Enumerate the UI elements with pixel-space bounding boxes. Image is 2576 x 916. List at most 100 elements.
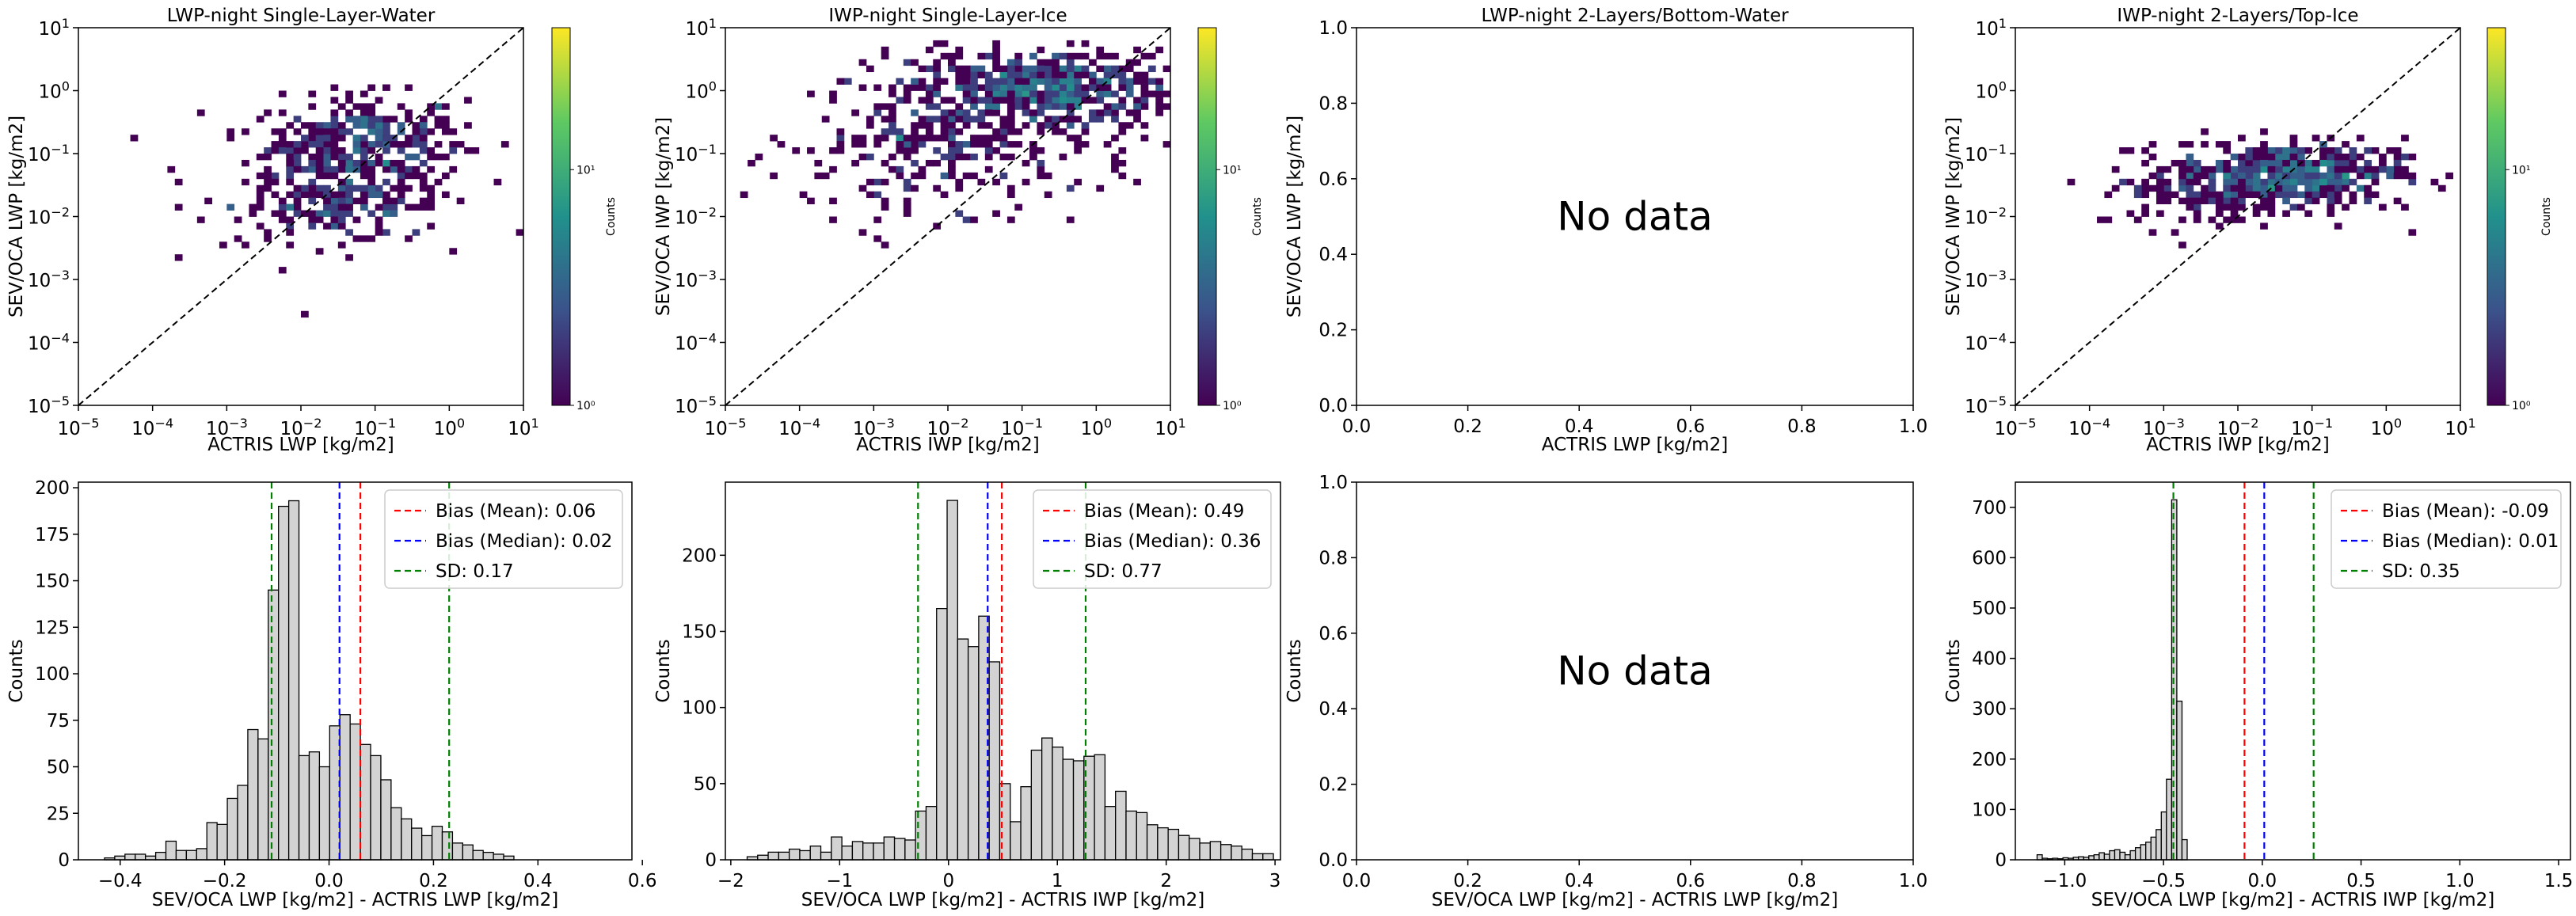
y-tick-label: 400	[1972, 649, 2007, 670]
heatmap-cell	[2401, 203, 2409, 211]
heatmap-cell	[992, 90, 1000, 97]
heatmap-cell	[903, 84, 911, 91]
heatmap-cell	[984, 103, 993, 110]
heatmap-cell	[903, 59, 911, 67]
heatmap-cell	[970, 135, 978, 142]
heatmap-cell	[2349, 165, 2357, 173]
heatmap-cell	[2319, 184, 2327, 192]
heatmap-cell	[903, 97, 911, 104]
heatmap-cell	[2304, 178, 2313, 186]
heatmap-cell	[1029, 116, 1037, 123]
heatmap-cell	[271, 178, 280, 186]
heatmap-cell	[925, 135, 934, 142]
heatmap-cell	[955, 128, 964, 135]
heatmap-cell	[2215, 210, 2224, 217]
no-data-annotation: No data	[1557, 194, 1713, 240]
heatmap-cell	[2393, 147, 2402, 154]
heatmap-cell	[397, 184, 405, 192]
heatmap-cell	[2252, 165, 2261, 173]
heatmap-cell	[2223, 178, 2232, 186]
heatmap-cell	[948, 52, 956, 60]
heatmap-cell	[2260, 197, 2268, 204]
heatmap-cell	[1006, 216, 1015, 223]
heatmap-cell	[271, 172, 280, 180]
heatmap-cell	[2349, 154, 2357, 161]
legend: Bias (Mean): 0.49 Bias (Median): 0.36 SD: …	[1033, 489, 1272, 589]
heatmap-cell	[2260, 141, 2268, 148]
y-tick-label: 101	[685, 16, 717, 40]
heatmap-cell	[2267, 203, 2276, 211]
heatmap-cell	[1103, 109, 1112, 116]
heatmap-cell	[1059, 90, 1067, 97]
heatmap-cell	[1111, 52, 1119, 60]
heatmap-cell	[992, 78, 1000, 85]
heatmap-cell	[1052, 78, 1060, 85]
heatmap-cell	[1037, 78, 1045, 85]
chart-title: IWP-night 2-Layers/Top-Ice	[2117, 6, 2358, 26]
heatmap-cell	[962, 71, 971, 78]
x-tick-label: 1.0	[2445, 871, 2475, 891]
histogram-bar	[2129, 849, 2137, 861]
heatmap-cell	[925, 159, 934, 167]
heatmap-cell	[984, 141, 993, 148]
heatmap-cell	[293, 197, 302, 204]
heatmap-cell	[427, 222, 435, 230]
heatmap-cell	[955, 184, 964, 192]
histogram-bar	[298, 754, 310, 861]
heatmap-cell	[888, 84, 896, 91]
heatmap-cell	[2445, 172, 2454, 180]
heatmap-cell	[345, 254, 353, 261]
heatmap-cell	[896, 97, 904, 104]
heatmap-cell	[903, 154, 911, 161]
histogram-bar	[268, 589, 280, 861]
histogram-bar	[2181, 838, 2188, 861]
y-tick-label: 0.4	[1318, 699, 1348, 720]
heatmap-cell	[1066, 90, 1075, 97]
heatmap-cell	[999, 97, 1008, 104]
heatmap-cell	[2252, 210, 2261, 217]
heatmap-cell	[308, 141, 317, 148]
heatmap-cell	[925, 65, 934, 73]
heatmap-cell	[456, 141, 465, 148]
heatmap-cell	[226, 203, 235, 211]
heatmap-cell	[375, 222, 383, 230]
heatmap-cell	[2430, 178, 2439, 186]
heatmap-cell	[984, 109, 993, 116]
heatmap-cell	[323, 210, 331, 217]
heatmap-cell	[933, 222, 942, 230]
heatmap-cell	[1044, 59, 1052, 67]
heatmap-cell	[2334, 159, 2342, 167]
y-tick-label: 10−5	[675, 393, 717, 418]
heatmap-cell	[918, 122, 927, 129]
heatmap-cell	[434, 178, 443, 186]
colorbar: 10⁰ 10¹ Counts	[2487, 27, 2553, 412]
heatmap-cell	[1125, 109, 1134, 116]
colorbar-gradient	[1197, 27, 1217, 406]
heatmap-cell	[2193, 178, 2201, 186]
heatmap-cell	[992, 103, 1000, 110]
heatmap-cell	[962, 109, 971, 116]
heatmap-cell	[1044, 122, 1052, 129]
heatmap-cell	[1059, 97, 1067, 104]
heatmap-cell	[948, 116, 956, 123]
heatmap-cell	[911, 109, 919, 116]
heatmap-cell	[2186, 191, 2194, 199]
y-tick-label: 125	[35, 618, 70, 638]
histogram-bar	[441, 831, 454, 861]
heatmap-cell	[881, 159, 889, 167]
heatmap-cell	[888, 154, 896, 161]
heatmap-cell	[1096, 46, 1105, 54]
axis-ticks: −0.4 −0.2 0.0 0.2 0.4 0.6 0 25 50 75 100 125 150 175 2…	[35, 478, 656, 891]
heatmap-cell	[925, 103, 934, 110]
heatmap-cell	[1006, 103, 1015, 110]
histogram-bar	[135, 853, 146, 861]
heatmap-cell	[1037, 128, 1045, 135]
heatmap-cell	[405, 184, 413, 192]
heatmap-cell	[2178, 159, 2186, 167]
heatmap-cell	[858, 141, 867, 148]
heatmap-cell	[2223, 184, 2232, 192]
heatmap-cell	[992, 59, 1000, 67]
heatmap-cell	[382, 210, 390, 217]
heatmap-cell	[911, 84, 919, 91]
heatmap-cell	[308, 154, 317, 161]
